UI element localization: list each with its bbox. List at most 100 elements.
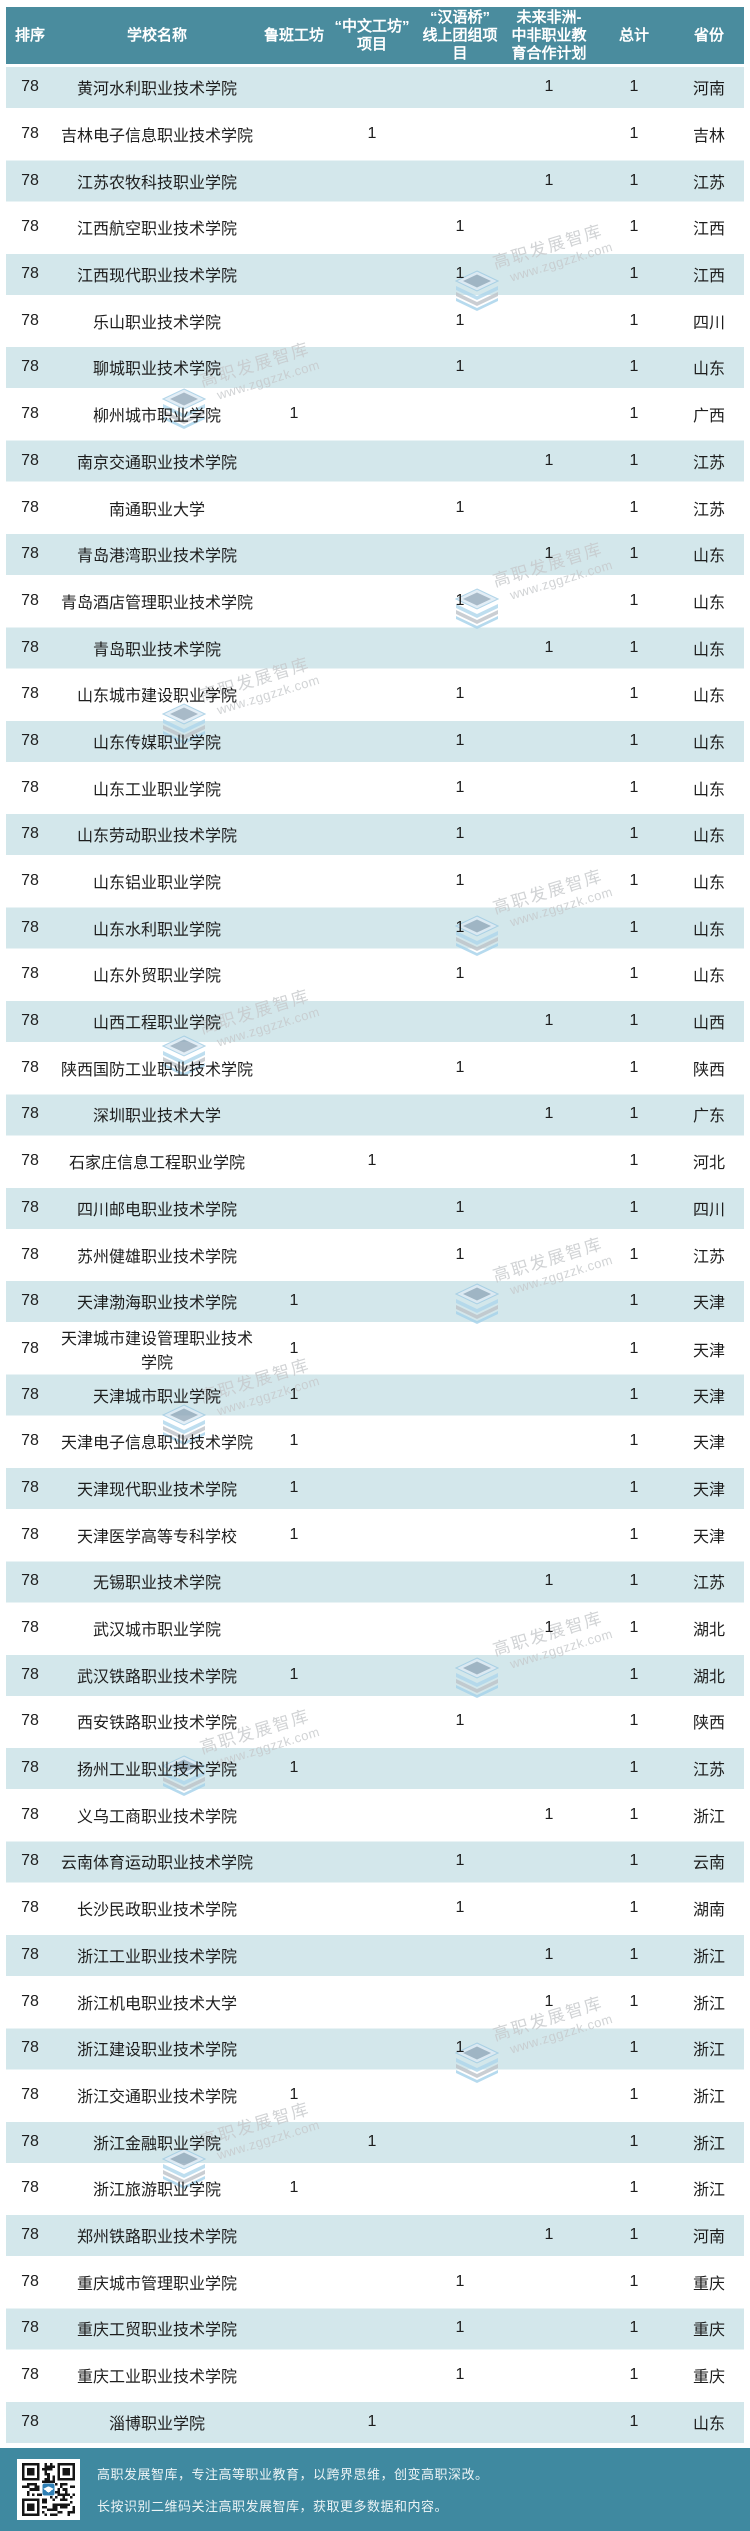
cell-province: 河南	[692, 2228, 725, 2246]
table-row: 78 山东工业职业学院 1 1 山东	[6, 764, 744, 811]
cell-province: 江苏	[692, 1575, 725, 1593]
column-header-province: 省份	[693, 26, 724, 44]
cell-province: 山东	[692, 734, 725, 752]
cell-total: 1	[629, 1478, 639, 1496]
cell-total: 1	[629, 965, 639, 983]
cell-hanyuqiao: 1	[455, 2366, 465, 2384]
cell-school: 山东工业职业学院	[92, 781, 221, 799]
cell-province: 重庆	[692, 2322, 725, 2340]
cell-province: 山东	[692, 548, 725, 566]
cell-school: 浙江机电职业技术大学	[76, 1995, 237, 2013]
table-row: 78 天津现代职业技术学院 1 1 天津	[6, 1465, 744, 1512]
cell-school: 山东劳动职业技术学院	[76, 828, 237, 846]
cell-africa: 1	[544, 1992, 554, 2010]
cell-province: 天津	[692, 1295, 725, 1313]
cell-total: 1	[629, 2366, 639, 2384]
table-row: 78 天津电子信息职业技术学院 1 1 天津	[6, 1418, 744, 1465]
cell-school: 山东水利职业学院	[92, 921, 221, 939]
qr-code-icon	[22, 2463, 75, 2516]
cell-province: 四川	[692, 1201, 725, 1219]
cell-total: 1	[629, 2272, 639, 2290]
cell-total: 1	[629, 1058, 639, 1076]
cell-rank: 78	[21, 1478, 39, 1496]
cell-rank: 78	[21, 358, 39, 376]
cell-rank: 78	[21, 1852, 39, 1870]
cell-rank: 78	[21, 2412, 39, 2430]
cell-hanyuqiao: 1	[455, 265, 465, 283]
cell-hanyuqiao: 1	[455, 872, 465, 890]
cell-hanyuqiao: 1	[455, 1198, 465, 1216]
cell-africa: 1	[544, 78, 554, 96]
cell-school: 天津城市职业学院	[92, 1388, 221, 1406]
cell-zhongwen: 1	[367, 2132, 377, 2150]
table-row: 78 山东传媒职业学院 1 1 山东	[6, 718, 744, 765]
cell-rank: 78	[21, 2225, 39, 2243]
cell-total: 1	[629, 171, 639, 189]
cell-rank: 78	[21, 965, 39, 983]
cell-zhongwen: 1	[367, 125, 377, 143]
cell-rank: 78	[21, 1992, 39, 2010]
cell-rank: 78	[21, 825, 39, 843]
cell-total: 1	[629, 1152, 639, 1170]
cell-school: 天津现代职业技术学院	[76, 1481, 237, 1499]
table-row: 78 天津城市建设管理职业技术学院 1 1 天津	[6, 1325, 744, 1372]
table-row: 78 天津城市职业学院 1 1 天津	[6, 1371, 744, 1418]
table-row: 78 浙江金融职业学院 1 1 浙江	[6, 2118, 744, 2165]
cell-school: 武汉铁路职业技术学院	[76, 1668, 237, 1686]
cell-total: 1	[629, 638, 639, 656]
cell-total: 1	[629, 78, 639, 96]
table-row: 78 扬州工业职业技术学院 1 1 江苏	[6, 1745, 744, 1792]
cell-hanyuqiao: 1	[455, 1712, 465, 1730]
row-stripes	[6, 64, 744, 2446]
cell-total: 1	[629, 1245, 639, 1263]
table-row: 78 重庆工贸职业技术学院 1 1 重庆	[6, 2305, 744, 2352]
cell-school: 四川邮电职业技术学院	[76, 1201, 237, 1219]
cell-province: 河北	[692, 1155, 725, 1173]
table-row: 78 江苏农牧科技职业学院 1 1 江苏	[6, 157, 744, 204]
cell-school: 重庆城市管理职业学院	[76, 2275, 237, 2293]
cell-school: 吉林电子信息职业技术学院	[60, 128, 253, 146]
cell-province: 山东	[692, 594, 725, 612]
column-header-africa: 未来非洲- 中非职业教 育合作计划	[511, 8, 587, 62]
cell-rank: 78	[21, 451, 39, 469]
cell-hanyuqiao: 1	[455, 1852, 465, 1870]
table-row: 78 青岛职业技术学院 1 1 山东	[6, 624, 744, 671]
cell-school: 浙江金融职业学院	[92, 2135, 221, 2153]
cell-hanyuqiao: 1	[455, 1899, 465, 1917]
cell-africa: 1	[544, 1805, 554, 1823]
cell-school: 山东铝业职业学院	[92, 875, 221, 893]
cell-africa: 1	[544, 1572, 554, 1590]
cell-total: 1	[629, 591, 639, 609]
cell-total: 1	[629, 545, 639, 563]
cell-school: 山东外贸职业学院	[92, 968, 221, 986]
cell-school: 义乌工商职业技术学院	[76, 1808, 237, 1826]
cell-luban: 1	[289, 1339, 299, 1357]
cell-school: 无锡职业技术学院	[92, 1575, 221, 1593]
cell-school: 苏州健雄职业技术学院	[76, 1248, 237, 1266]
cell-school: 山西工程职业学院	[92, 1015, 221, 1033]
cell-province: 重庆	[692, 2275, 725, 2293]
cell-rank: 78	[21, 311, 39, 329]
cell-rank: 78	[21, 498, 39, 516]
cell-total: 1	[629, 1198, 639, 1216]
table-row: 78 江西航空职业技术学院 1 1 江西	[6, 204, 744, 251]
cell-total: 1	[629, 731, 639, 749]
cell-total: 1	[629, 872, 639, 890]
cell-province: 浙江	[692, 1995, 725, 2013]
table-row: 78 四川邮电职业技术学院 1 1 四川	[6, 1185, 744, 1232]
cell-province: 浙江	[692, 1808, 725, 1826]
table-row: 78 青岛港湾职业技术学院 1 1 山东	[6, 531, 744, 578]
cell-rank: 78	[21, 2132, 39, 2150]
table-row: 78 石家庄信息工程职业学院 1 1 河北	[6, 1138, 744, 1185]
table-row: 78 长沙民政职业技术学院 1 1 湖南	[6, 1885, 744, 1932]
column-header-school: 学校名称	[126, 26, 187, 44]
cell-school: 浙江旅游职业学院	[92, 2182, 221, 2200]
cell-rank: 78	[21, 778, 39, 796]
cell-province: 江苏	[692, 1248, 725, 1266]
cell-africa: 1	[544, 1619, 554, 1637]
cell-africa: 1	[544, 2225, 554, 2243]
cell-rank: 78	[21, 1945, 39, 1963]
column-header-zhongwen: “中文工坊” 项目	[334, 17, 410, 53]
cell-school: 浙江工业职业技术学院	[76, 1948, 237, 1966]
cell-school: 黄河水利职业技术学院	[76, 81, 237, 99]
